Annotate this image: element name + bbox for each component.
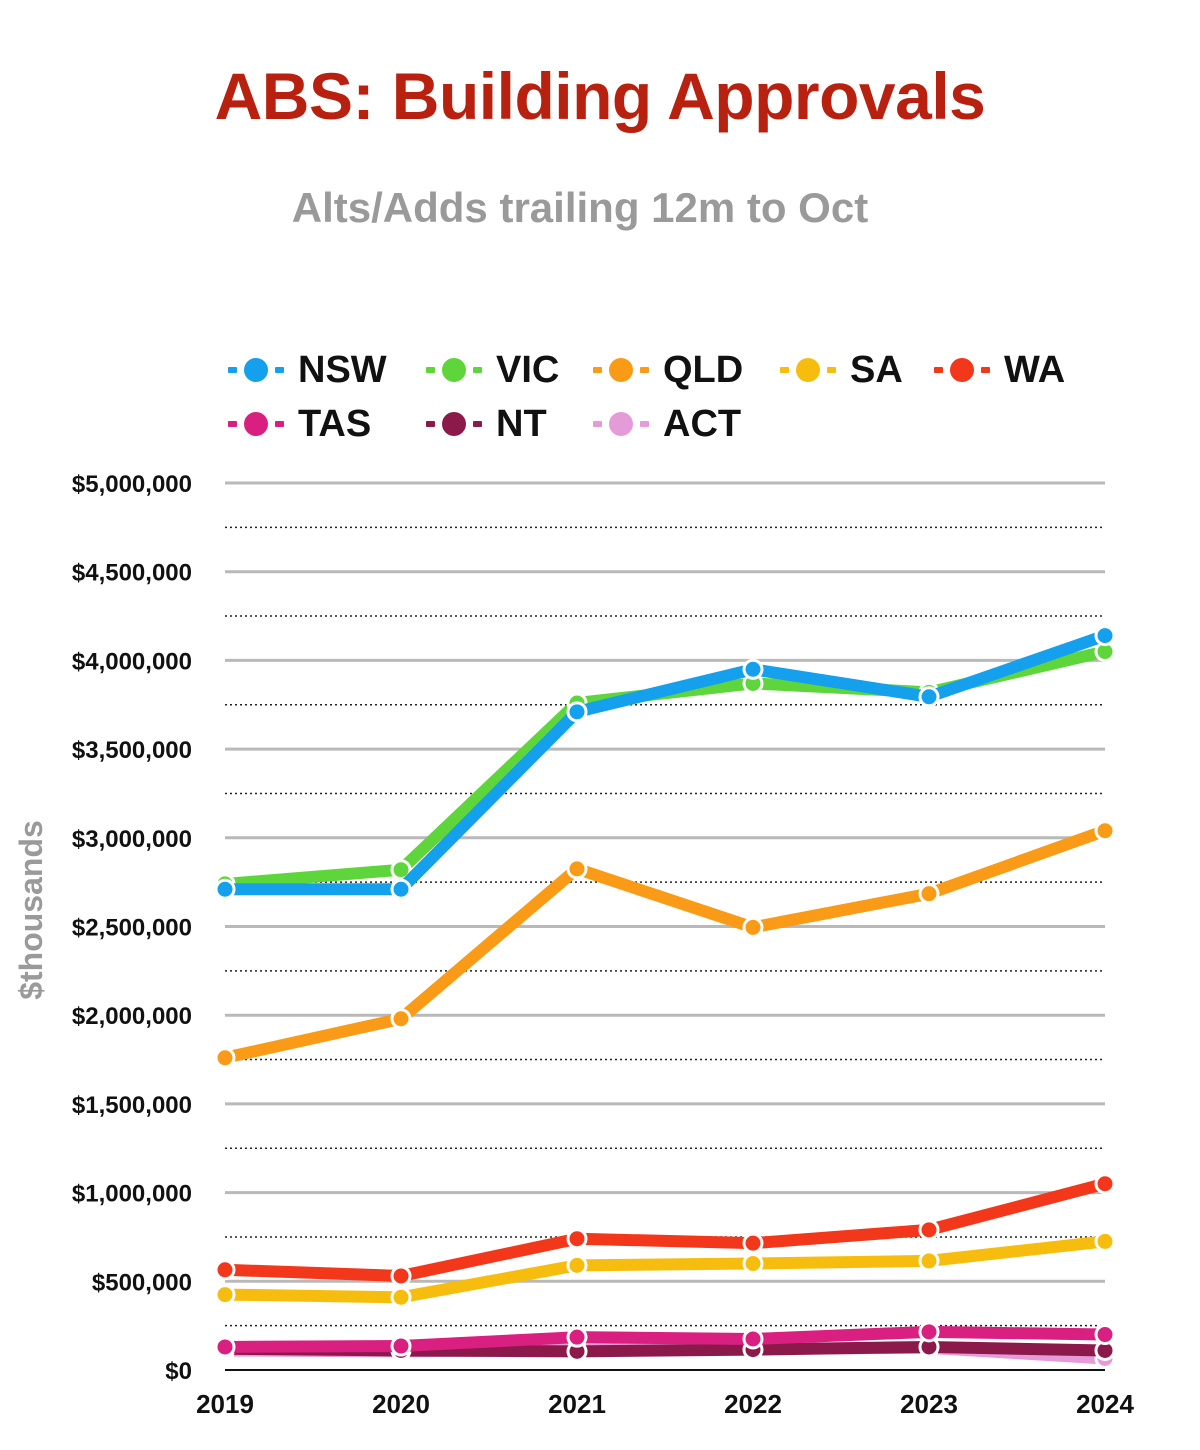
- legend-label: TAS: [298, 402, 372, 445]
- data-point-sa: [1094, 1230, 1116, 1252]
- data-point-sa: [742, 1253, 764, 1275]
- data-point-wa: [1094, 1173, 1116, 1195]
- legend-label: ACT: [663, 402, 742, 445]
- y-tick-label: $2,000,000: [72, 1003, 192, 1030]
- legend-marker-icon: [228, 345, 284, 395]
- y-tick-label: $5,000,000: [72, 471, 192, 498]
- legend-item-nsw: NSW: [228, 345, 387, 395]
- legend-label: VIC: [496, 348, 560, 391]
- data-point-vic: [390, 859, 412, 881]
- data-point-qld: [566, 858, 588, 880]
- x-tick-label: 2023: [900, 1389, 958, 1419]
- legend-item-vic: VIC: [426, 345, 559, 395]
- data-point-nsw: [566, 701, 588, 723]
- x-axis-ticks: 2019 2020 2021 2022 2023 2024: [196, 1389, 1134, 1419]
- series-tas: [214, 1321, 1116, 1358]
- series-wa: [214, 1173, 1116, 1287]
- y-tick-label: $4,000,000: [72, 648, 192, 675]
- chart-title: ABS: Building Approvals: [214, 59, 986, 133]
- chart-subtitle: Alts/Adds trailing 12m to Oct: [291, 184, 869, 231]
- legend-label: NT: [496, 402, 547, 445]
- series-line-qld: [219, 824, 1111, 1064]
- y-axis-ticks: $0 $500,000 $1,000,000 $1,500,000 $2,000,000…: [72, 471, 192, 1385]
- series-line-sa: [219, 1235, 1111, 1304]
- legend-marker-icon: [426, 345, 482, 395]
- legend-label: WA: [1004, 348, 1066, 391]
- data-point-tas: [566, 1326, 588, 1348]
- x-tick-label: 2022: [724, 1389, 782, 1419]
- data-point-wa: [742, 1232, 764, 1254]
- data-point-qld: [742, 916, 764, 938]
- y-tick-label: $2,500,000: [72, 915, 192, 942]
- data-point-sa: [390, 1286, 412, 1308]
- data-point-wa: [390, 1265, 412, 1287]
- data-point-qld: [1094, 820, 1116, 842]
- y-axis-label: $thousands: [13, 820, 49, 1000]
- data-point-nsw: [1094, 625, 1116, 647]
- data-point-sa: [566, 1254, 588, 1276]
- data-point-nsw: [214, 878, 236, 900]
- x-tick-label: 2024: [1076, 1389, 1134, 1419]
- legend-marker-icon: [426, 399, 482, 449]
- series-line-wa: [219, 1177, 1111, 1282]
- y-tick-label: $1,500,000: [72, 1092, 192, 1119]
- data-point-nsw: [742, 658, 764, 680]
- x-tick-label: 2019: [196, 1389, 254, 1419]
- legend-item-tas: TAS: [228, 399, 371, 449]
- data-point-tas: [918, 1321, 940, 1343]
- legend-item-wa: WA: [934, 345, 1065, 395]
- data-point-tas: [390, 1335, 412, 1357]
- data-point-qld: [214, 1047, 236, 1069]
- data-point-qld: [390, 1008, 412, 1030]
- grid-lines: [225, 481, 1105, 1371]
- data-point-tas: [214, 1336, 236, 1358]
- legend-item-nt: NT: [426, 399, 547, 449]
- legend-label: SA: [850, 348, 903, 391]
- y-tick-label: $1,000,000: [72, 1181, 192, 1208]
- legend-marker-icon: [934, 345, 990, 395]
- series-line-tas: [219, 1325, 1111, 1353]
- legend-marker-icon: [593, 345, 649, 395]
- series-line-nsw: [219, 629, 1111, 896]
- y-tick-label: $3,500,000: [72, 737, 192, 764]
- data-point-sa: [918, 1250, 940, 1272]
- x-tick-label: 2020: [372, 1389, 430, 1419]
- legend-label: QLD: [663, 348, 744, 391]
- data-point-tas: [742, 1328, 764, 1350]
- series-lines: [214, 625, 1116, 1369]
- legend-item-qld: QLD: [593, 345, 743, 395]
- data-point-wa: [566, 1228, 588, 1250]
- y-tick-label: $3,000,000: [72, 826, 192, 853]
- data-point-wa: [214, 1259, 236, 1281]
- data-point-sa: [214, 1284, 236, 1306]
- y-tick-label: $0: [165, 1358, 192, 1385]
- data-point-nsw: [918, 686, 940, 708]
- series-qld: [214, 820, 1116, 1069]
- legend-item-sa: SA: [780, 345, 903, 395]
- legend-marker-icon: [228, 399, 284, 449]
- y-tick-label: $500,000: [92, 1269, 192, 1296]
- x-tick-label: 2021: [548, 1389, 606, 1419]
- series-sa: [214, 1230, 1116, 1308]
- legend-item-act: ACT: [593, 399, 741, 449]
- series-nsw: [214, 625, 1116, 900]
- data-point-nsw: [390, 878, 412, 900]
- legend-label: NSW: [298, 348, 387, 391]
- y-tick-label: $4,500,000: [72, 560, 192, 587]
- data-point-wa: [918, 1219, 940, 1241]
- legend-marker-icon: [780, 345, 836, 395]
- data-point-tas: [1094, 1324, 1116, 1346]
- data-point-qld: [918, 883, 940, 905]
- legend-marker-icon: [593, 399, 649, 449]
